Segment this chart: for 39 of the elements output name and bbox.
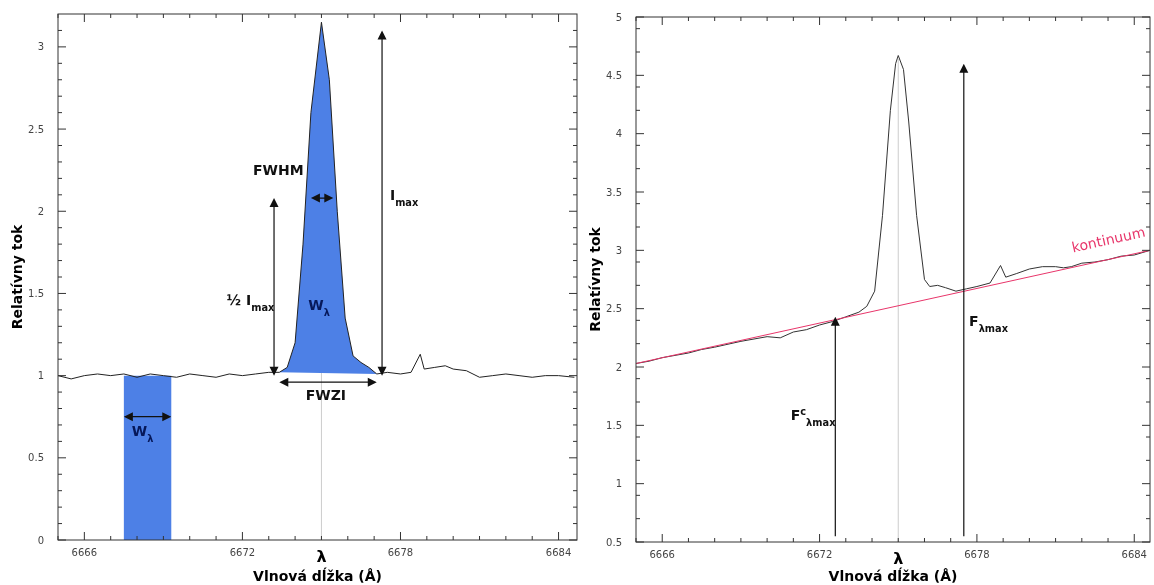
y-tick-label: 3 bbox=[37, 41, 44, 53]
y-axis-title: Relatívny tok bbox=[587, 226, 603, 332]
y-tick-label: 1.5 bbox=[28, 287, 44, 299]
y-tick-label: 5 bbox=[615, 11, 622, 23]
annotation: F$_{λmax}$ bbox=[969, 313, 1009, 334]
x-tick-label: 6684 bbox=[545, 547, 572, 558]
x-tick-label: 6666 bbox=[649, 549, 675, 560]
x-tick-label: 6672 bbox=[229, 547, 256, 558]
y-tick-label: 0.5 bbox=[606, 536, 622, 548]
x-tick-label: 6672 bbox=[806, 549, 833, 560]
y-tick-label: 3.5 bbox=[606, 186, 622, 198]
y-tick-label: 1 bbox=[37, 370, 44, 382]
x-tick-label: 6678 bbox=[387, 547, 414, 558]
ref-line-label: λ bbox=[316, 547, 327, 566]
y-tick-label: 2.5 bbox=[28, 123, 44, 135]
line-series bbox=[57, 21, 575, 380]
annotation: W$_{λ}$ bbox=[308, 296, 330, 318]
y-tick-label: 1.5 bbox=[606, 419, 622, 431]
y-tick-label: 0.5 bbox=[28, 452, 44, 464]
x-tick-label: 6678 bbox=[964, 549, 990, 560]
y-axis-title: Relatívny tok bbox=[9, 223, 25, 330]
annotation: FWZI bbox=[305, 387, 347, 404]
y-tick-label: 1 bbox=[615, 478, 622, 490]
y-tick-label: 4.5 bbox=[606, 69, 622, 81]
annotation: FWHM bbox=[252, 162, 304, 179]
x-tick-label: 6666 bbox=[71, 547, 98, 558]
y-tick-label: 2 bbox=[37, 205, 44, 217]
y-tick-label: 4 bbox=[615, 128, 622, 140]
y-tick-label: 2.5 bbox=[606, 303, 622, 315]
y-tick-label: 3 bbox=[615, 244, 622, 256]
ref-line-label: λ bbox=[893, 549, 904, 568]
annotation: I$_{max}$ bbox=[389, 186, 419, 208]
y-tick-label: 2 bbox=[615, 361, 622, 373]
y-tick-label: 0 bbox=[37, 534, 44, 546]
x-tick-label: 6684 bbox=[1121, 549, 1147, 560]
x-axis-title: Vlnová dĺžka (Å) bbox=[253, 567, 382, 584]
text: kontinuum bbox=[1070, 223, 1147, 256]
x-axis-title: Vlnová dĺžka (Å) bbox=[828, 567, 958, 584]
annotation: W$_{λ}$ bbox=[131, 423, 154, 444]
